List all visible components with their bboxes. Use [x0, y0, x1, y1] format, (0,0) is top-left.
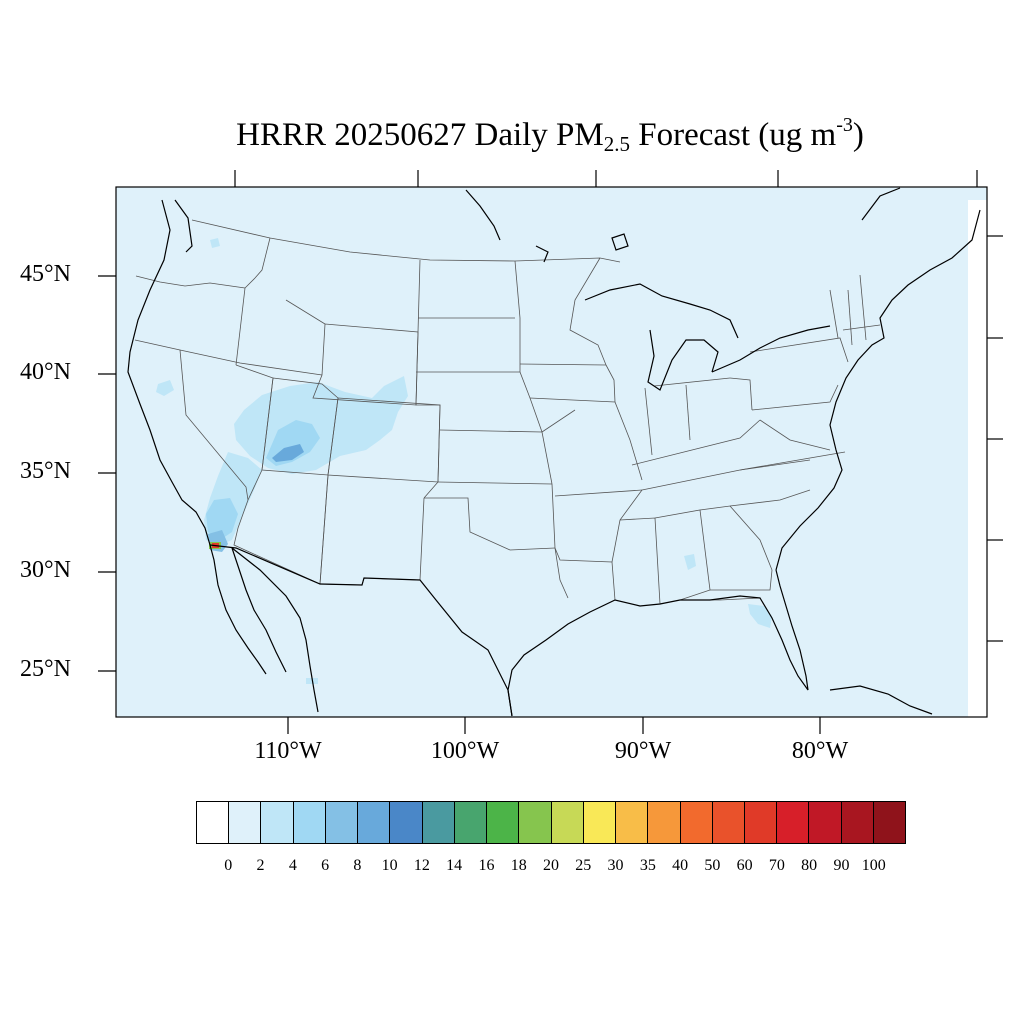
- lat-label-25: 25°N: [20, 656, 71, 682]
- colorbar-label: 90: [833, 857, 850, 874]
- colorbar-box-4: [325, 802, 359, 843]
- plume-florida: [748, 604, 772, 628]
- colorbar-label: 0: [224, 857, 233, 874]
- lat-label-30: 30°N: [20, 557, 71, 583]
- lon-label-100: 100°W: [430, 738, 500, 764]
- plume-washington: [210, 238, 220, 248]
- colorbar-box-19: [809, 802, 842, 843]
- colorbar-label: 25: [575, 857, 592, 874]
- map-frame: [115, 186, 988, 718]
- colorbar-label: 12: [413, 857, 430, 874]
- colorbar-box-15: [680, 802, 713, 843]
- lon-ticks-top: [234, 170, 978, 187]
- colorbar-label: 60: [736, 857, 753, 874]
- colorbar-box-10: [519, 802, 552, 843]
- plume-nevada-core: [206, 498, 238, 540]
- title-prefix: HRRR 20250627 Daily PM: [236, 117, 604, 153]
- colorbar-box-13: [616, 802, 649, 843]
- colorbar-box-17: [744, 802, 778, 843]
- colorbar-label: 100: [861, 857, 886, 874]
- colorbar-label: 4: [288, 857, 297, 874]
- lat-label-40: 40°N: [20, 359, 71, 385]
- lon-label-80: 80°W: [791, 738, 849, 764]
- plume-alabama: [684, 554, 696, 570]
- colorbar-box-11: [551, 802, 584, 843]
- colorbar-label: 40: [672, 857, 689, 874]
- colorbar-label: 20: [543, 857, 559, 874]
- colorbar-label: 80: [801, 857, 818, 874]
- colorbar-box-7: [422, 802, 455, 843]
- colorbar-box-20: [841, 802, 874, 843]
- lon-label-90: 90°W: [614, 738, 672, 764]
- lon-label-110: 110°W: [254, 738, 322, 764]
- colorbar-box-6: [390, 802, 423, 843]
- colorbar-box-1: [229, 802, 262, 843]
- title-superscript: -3: [836, 114, 853, 136]
- state-boundaries: [134, 219, 881, 605]
- colorbar-box-21: [873, 802, 906, 843]
- colorbar-box-8: [454, 802, 488, 843]
- colorbar-label: 16: [478, 857, 495, 874]
- colorbar-label: 8: [353, 857, 362, 874]
- coastlines: [127, 187, 981, 717]
- colorbar-box-0: [197, 802, 230, 843]
- colorbar-box-14: [648, 802, 681, 843]
- colorbar-label: 50: [704, 857, 721, 874]
- colorbar-label: 2: [256, 857, 265, 874]
- colorbar: [196, 801, 906, 844]
- lon-ticks-bottom: [287, 717, 821, 734]
- out-of-domain-strip: [968, 200, 987, 717]
- colorbar-label: 70: [768, 857, 785, 874]
- colorbar-label: 14: [446, 857, 463, 874]
- title-subscript: 2.5: [603, 132, 630, 156]
- colorbar-box-5: [358, 802, 391, 843]
- colorbar-box-18: [777, 802, 810, 843]
- plume-nw-nevada: [156, 380, 174, 396]
- plume-utah-hot: [272, 444, 304, 462]
- colorbar-box-9: [487, 802, 520, 843]
- map-title: HRRR 20250627 Daily PM2.5 Forecast (ug m…: [0, 114, 1024, 157]
- lat-label-45: 45°N: [20, 261, 71, 287]
- pm25-field: [156, 238, 772, 684]
- colorbar-label: 6: [321, 857, 330, 874]
- lat-ticks-right: [987, 235, 1003, 642]
- colorbar-box-3: [293, 802, 326, 843]
- title-suffix: ): [852, 117, 864, 153]
- colorbar-box-16: [712, 802, 745, 843]
- colorbar-box-2: [261, 802, 294, 843]
- colorbar-label: 30: [607, 857, 624, 874]
- colorbar-label: 18: [510, 857, 527, 874]
- colorbar-label: 10: [381, 857, 398, 874]
- lat-ticks-left: [98, 275, 116, 672]
- title-mid: Forecast (ug m: [630, 117, 837, 153]
- lat-label-35: 35°N: [20, 458, 71, 484]
- colorbar-box-12: [583, 802, 617, 843]
- colorbar-label: 35: [639, 857, 656, 874]
